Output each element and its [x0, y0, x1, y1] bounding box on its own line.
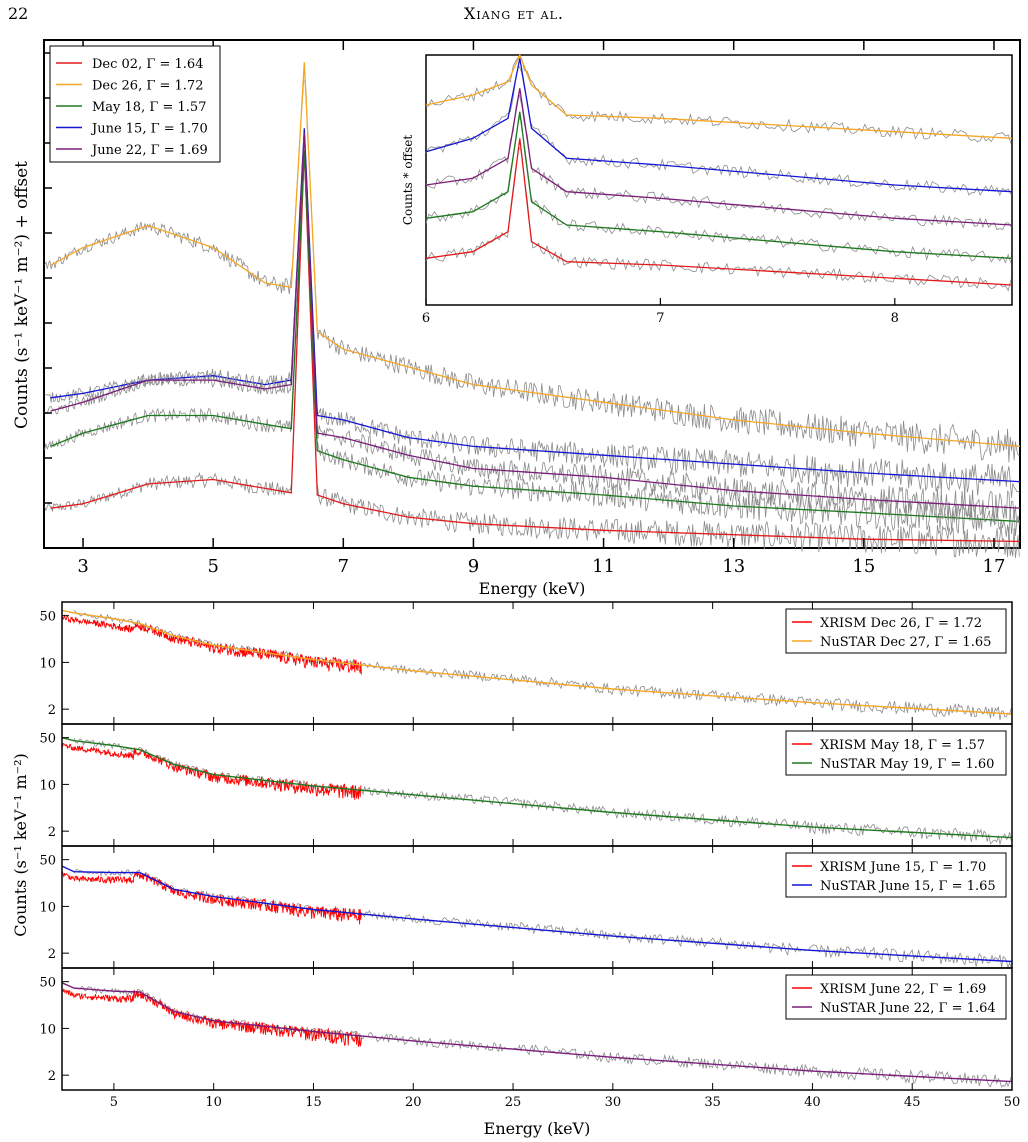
main-legend-label-1: Dec 26, Γ = 1.72	[92, 79, 203, 94]
broadband-xtick-label-10: 10	[205, 1095, 222, 1110]
ytick-label-10: 10	[39, 778, 56, 793]
broadband-xtick-label-30: 30	[605, 1095, 622, 1110]
broadband-subpanel-1: 2 10 50 XRISM May 18, Γ = 1.57 NuSTAR May 19…	[39, 723, 1013, 847]
main-legend-box	[49, 45, 221, 163]
broadband-xtick-label-15: 15	[305, 1095, 322, 1110]
main-xtick-label-13: 13	[722, 556, 745, 577]
inset-xtick-label-8: 8	[891, 311, 899, 326]
main-model-series-1	[50, 62, 1021, 448]
main-data-series-4	[44, 139, 1020, 525]
xrism-data-series	[61, 742, 362, 800]
main-model-series-2	[50, 150, 1021, 523]
ytick-label-50: 50	[39, 610, 56, 625]
main-data-series-3	[44, 141, 1020, 498]
main-xtick-label-5: 5	[207, 556, 218, 577]
nustar-data-series	[73, 985, 1012, 1088]
broadband-subpanel-2: 2 10 50 XRISM June 15, Γ = 1.70 NuSTAR June …	[39, 845, 1013, 969]
broadband-legend-label-1: NuSTAR Dec 27, Γ = 1.65	[820, 635, 991, 650]
broadband-legend-label-0: XRISM June 15, Γ = 1.70	[820, 860, 986, 875]
main-legend-label-4: June 22, Γ = 1.69	[90, 143, 208, 158]
main-xtick-label-17: 17	[983, 556, 1006, 577]
main-xtick-label-3: 3	[77, 556, 88, 577]
inset-model-series-0	[425, 53, 1013, 139]
ytick-label-50: 50	[39, 854, 56, 869]
broadband-model-series	[61, 982, 1013, 1083]
main-xtick-label-15: 15	[852, 556, 875, 577]
broadband-model-series	[61, 865, 1013, 963]
broadband-x-axis-label: Energy (keV)	[484, 1119, 591, 1138]
broadband-legend-label-1: NuSTAR June 15, Γ = 1.65	[820, 879, 996, 894]
inset-xtick-label-6: 6	[422, 311, 430, 326]
main-xtick-label-9: 9	[468, 556, 479, 577]
ytick-label-2: 2	[48, 703, 56, 718]
main-legend-label-2: May 18, Γ = 1.57	[92, 100, 206, 115]
main-legend-label-0: Dec 02, Γ = 1.64	[92, 57, 203, 72]
ytick-label-50: 50	[39, 732, 56, 747]
broadband-xtick-label-40: 40	[804, 1095, 821, 1110]
running-head: Xiang et al.	[464, 4, 564, 23]
broadband-legend-box	[785, 730, 1007, 776]
inset-xtick-label-7: 7	[656, 311, 664, 326]
broadband-legend-label-1: NuSTAR June 22, Γ = 1.64	[820, 1001, 996, 1016]
main-xtick-label-7: 7	[338, 556, 349, 577]
nustar-data-series	[73, 738, 1012, 845]
broadband-xtick-label-45: 45	[904, 1095, 921, 1110]
broadband-xtick-label-35: 35	[704, 1095, 721, 1110]
inset-y-axis-label: Counts * offset	[401, 135, 415, 225]
main-xtick-label-11: 11	[592, 556, 615, 577]
inset-model-series-2	[425, 88, 1013, 226]
ytick-label-50: 50	[39, 976, 56, 991]
inset-model-series-4	[425, 138, 1013, 286]
main-model-series-4	[50, 132, 1021, 509]
ytick-label-10: 10	[39, 1022, 56, 1037]
broadband-subpanel-0: 2 10 50 XRISM Dec 26, Γ = 1.72 NuSTAR Dec 27…	[39, 601, 1013, 725]
main-plot-frame	[43, 39, 1021, 549]
broadband-model-series	[61, 737, 1013, 839]
main-x-axis-label: Energy (keV)	[479, 579, 586, 598]
main-legend-label-3: June 15, Γ = 1.70	[90, 122, 208, 137]
broadband-xtick-label-25: 25	[505, 1095, 522, 1110]
ytick-label-10: 10	[39, 656, 56, 671]
main-y-axis-label: Counts (s⁻¹ keV⁻¹ m⁻²) + offset	[12, 161, 32, 429]
broadband-y-axis-label: Counts (s⁻¹ keV⁻¹ m⁻²)	[11, 753, 30, 937]
broadband-legend-box	[785, 852, 1007, 898]
main-data-series-1	[44, 79, 1020, 463]
broadband-legend-box	[785, 608, 1007, 654]
broadband-legend-box	[785, 974, 1007, 1020]
broadband-subpanel-3: 2 10 50 XRISM June 22, Γ = 1.69 NuSTAR June …	[39, 967, 1013, 1091]
inset-model-series-3	[425, 111, 1013, 259]
ytick-label-2: 2	[48, 1069, 56, 1084]
page-number: 22	[8, 4, 29, 23]
xrism-data-series	[61, 871, 362, 925]
broadband-xtick-label-50: 50	[1004, 1095, 1021, 1110]
inset-model-series-1	[425, 58, 1013, 193]
ytick-label-2: 2	[48, 947, 56, 962]
broadband-model-series	[61, 609, 1013, 715]
main-plot-series	[44, 62, 1021, 559]
inset-plot-frame	[425, 54, 1013, 306]
ytick-label-2: 2	[48, 825, 56, 840]
broadband-legend-label-1: NuSTAR May 19, Γ = 1.60	[820, 757, 994, 772]
broadband-subpanel-frame	[61, 967, 1013, 1091]
broadband-legend-label-0: XRISM May 18, Γ = 1.57	[820, 738, 985, 753]
main-model-series-0	[50, 150, 1021, 543]
ytick-label-10: 10	[39, 900, 56, 915]
broadband-legend-label-0: XRISM June 22, Γ = 1.69	[820, 982, 986, 997]
inset-data-series-2	[425, 92, 1012, 231]
broadband-legend-label-0: XRISM Dec 26, Γ = 1.72	[820, 616, 982, 631]
broadband-xtick-label-5: 5	[110, 1095, 118, 1110]
main-legend: Dec 02, Γ = 1.64 Dec 26, Γ = 1.72 May 18, …	[49, 45, 221, 163]
inset-series	[425, 53, 1013, 292]
broadband-xtick-label-20: 20	[405, 1095, 422, 1110]
nustar-data-series	[73, 869, 1012, 969]
xrism-data-series	[61, 988, 362, 1047]
